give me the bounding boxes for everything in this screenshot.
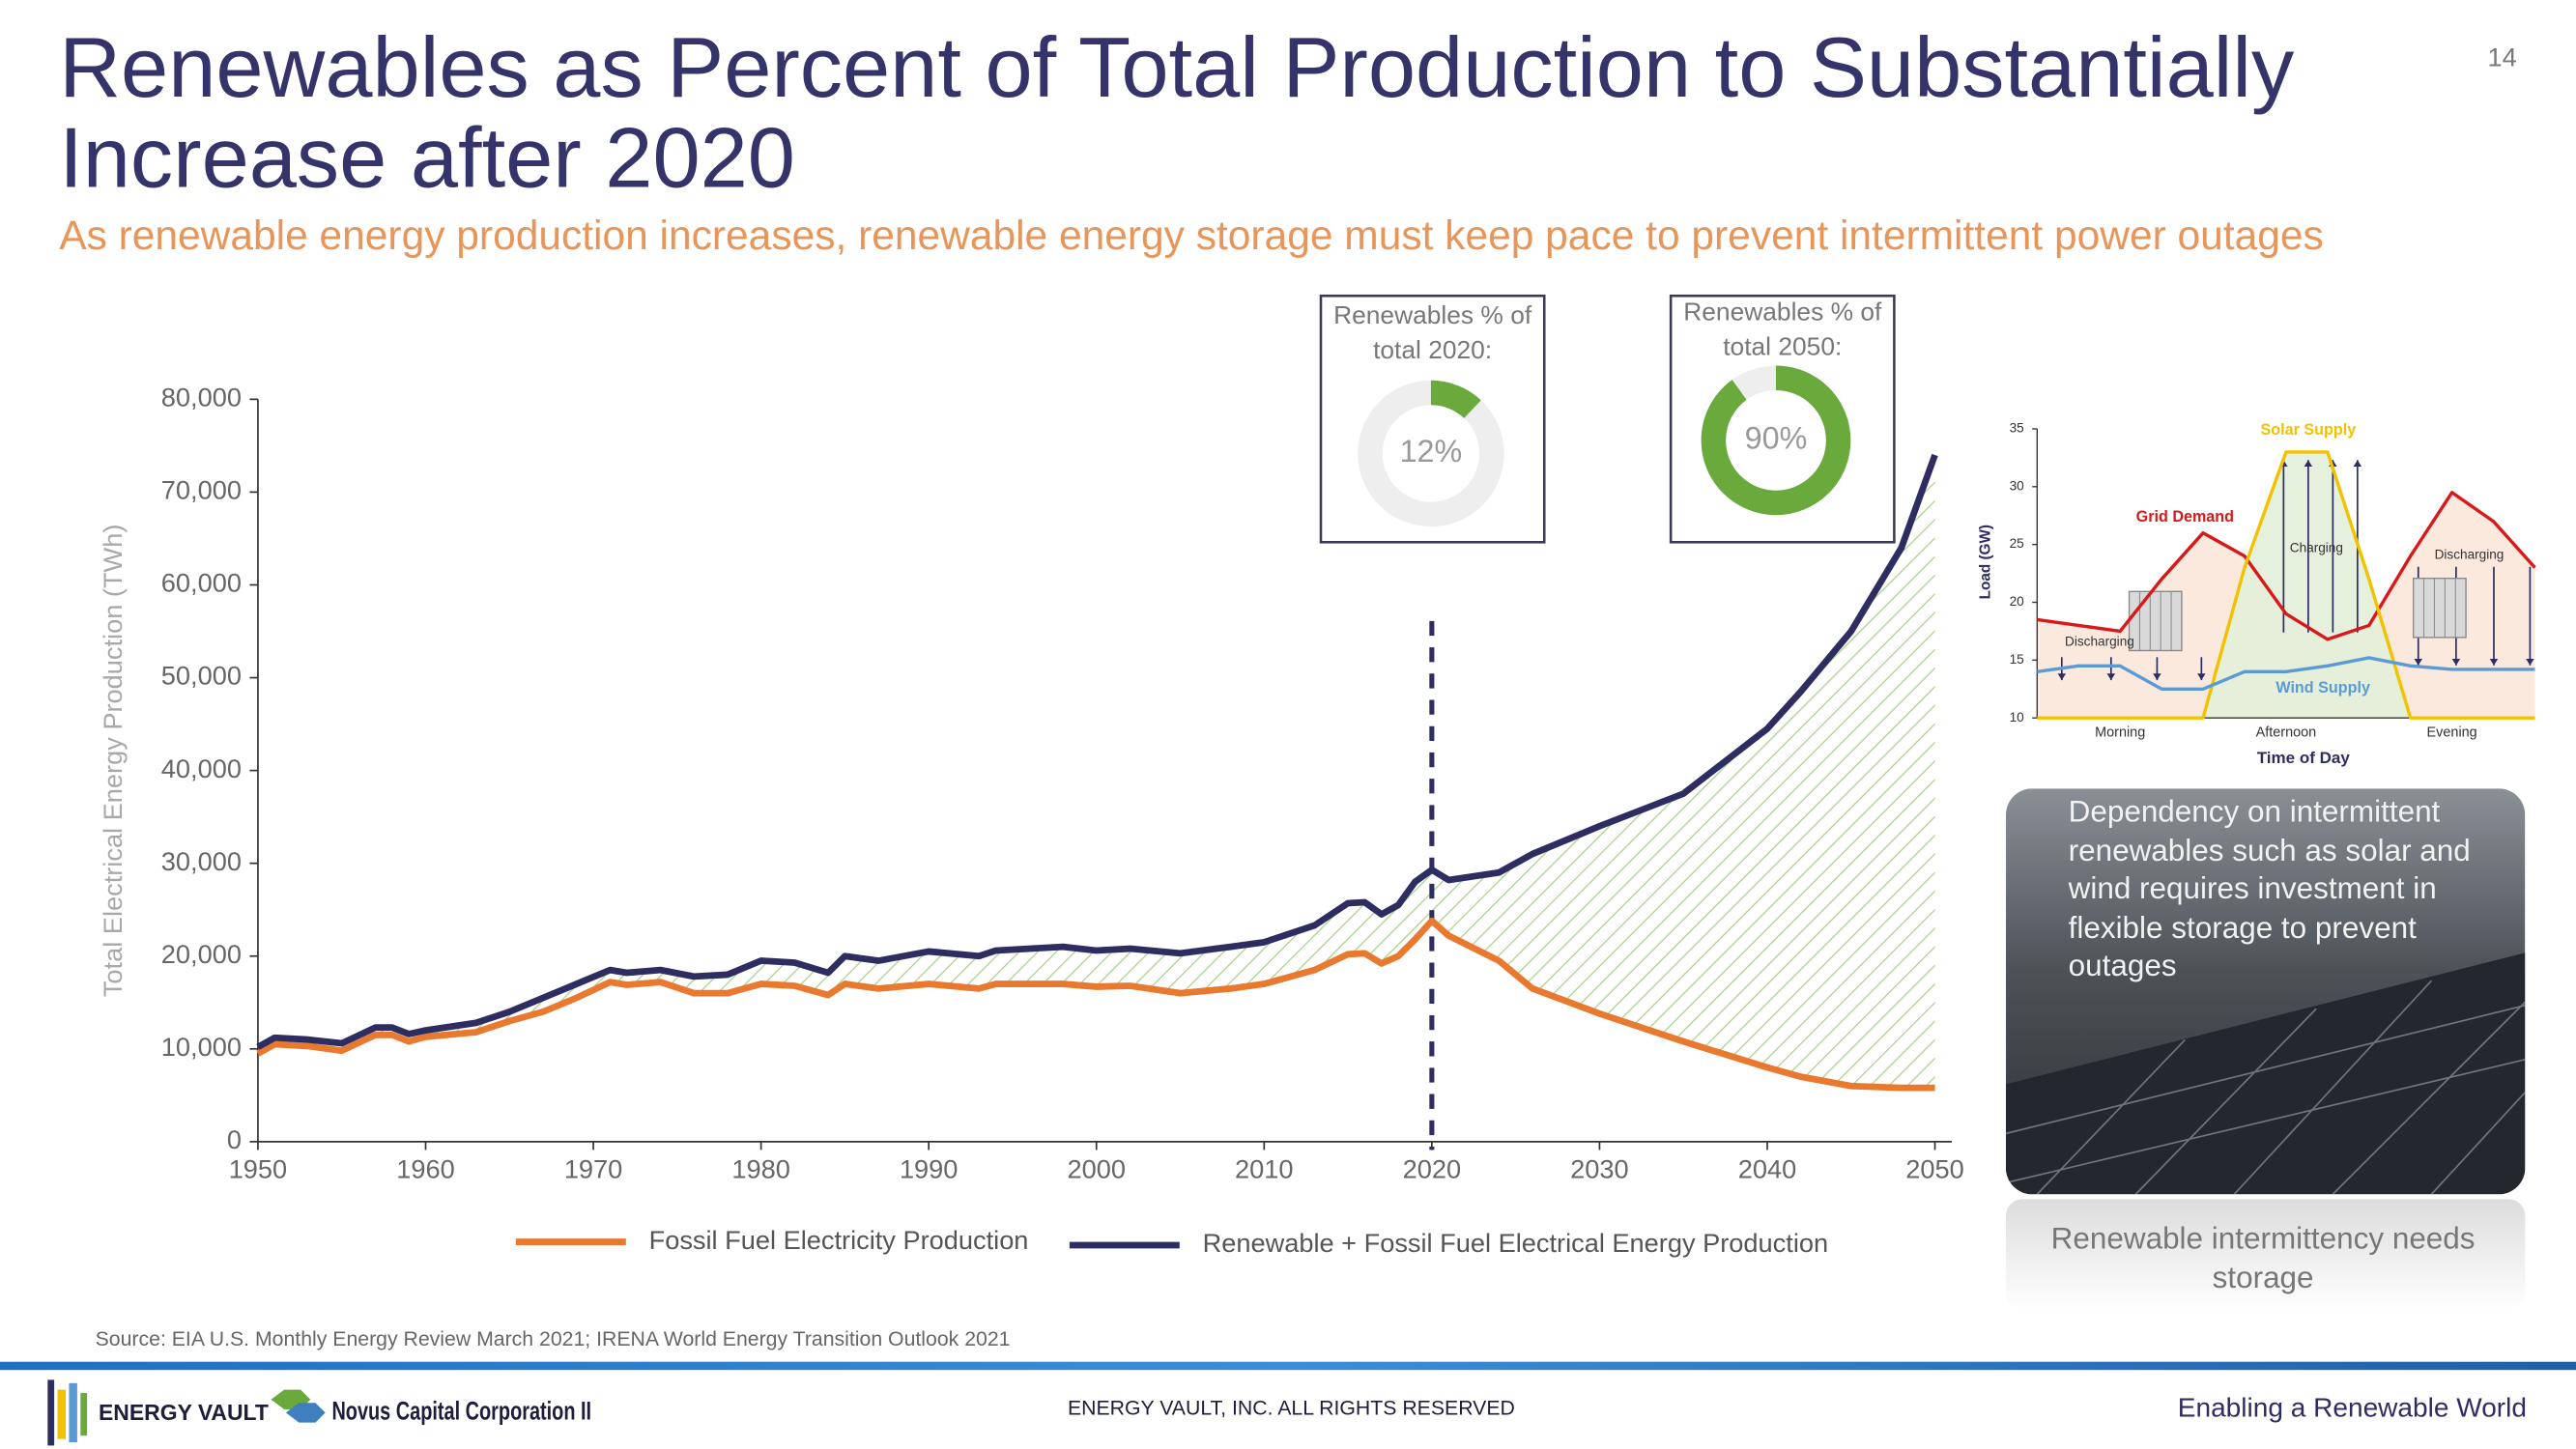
flow-arrowhead (2526, 658, 2534, 666)
y-tick-label: 40,000 (161, 753, 242, 783)
inset-x-tick-label: Evening (2427, 724, 2477, 740)
y-tick-label: 50,000 (161, 661, 242, 691)
x-tick-label: 1960 (396, 1154, 454, 1184)
y-tick-label: 20,000 (161, 939, 242, 969)
inset-y-tick-label: 20 (2010, 594, 2025, 609)
inset-annotation: Discharging (2065, 635, 2134, 649)
tagline: Enabling a Renewable World (2178, 1392, 2527, 1422)
storage-icon (2128, 590, 2183, 652)
y-tick-label: 0 (227, 1124, 242, 1154)
x-tick-label: 2010 (1235, 1154, 1293, 1184)
y-tick-label: 10,000 (161, 1032, 242, 1062)
storage-icon (2412, 577, 2467, 639)
x-tick-label: 1970 (564, 1154, 622, 1184)
card-text-box: Dependency on intermittent renewables su… (2068, 793, 2471, 982)
card-reflection (2006, 1199, 2526, 1311)
subtitle: As renewable energy production increases… (59, 213, 2324, 259)
inset-y-tick-label: 30 (2010, 478, 2025, 493)
kpi-box (1319, 294, 1546, 544)
kpi-donuts: 12% 90% (1358, 365, 1851, 527)
inset-y-tick-label: 35 (2010, 421, 2024, 436)
inset-y-tick-label: 15 (2010, 652, 2024, 667)
x-tick-label: 2050 (1905, 1154, 1963, 1184)
card-caption: Renewable intermittency needs storage (2050, 1220, 2476, 1294)
inset-series-label: Grid Demand (2136, 508, 2234, 526)
donut-arc (1701, 365, 1851, 516)
inset-x-tick-label: Afternoon (2256, 724, 2317, 740)
main-chart: 0 10,000 20,000 30,000 40,000 50,000 60,000 70,… (161, 383, 1964, 1259)
series-line (256, 453, 1938, 1050)
inset-x-title: Time of Day (2257, 749, 2351, 767)
y-tick-label: 60,000 (161, 568, 242, 598)
series-line (256, 917, 1935, 1092)
title-line: Increase after 2020 (59, 110, 795, 206)
flow-arrowhead (2489, 658, 2499, 666)
legend-label: Fossil Fuel Electricity Production (649, 1225, 1029, 1255)
brand: ENERGY VAULT (99, 1400, 269, 1425)
inset-annotation: Discharging (2435, 547, 2504, 561)
y-tick-label: 30,000 (161, 846, 242, 876)
series-line (2037, 491, 2536, 641)
novus-logo (271, 1389, 326, 1423)
inset-chart: 10 15 20 25 30 35 Morning Afternoon Evening Grid … (2010, 421, 2536, 740)
flow-arrowhead (2197, 673, 2206, 681)
inset-y-title: Load (GW) (1978, 525, 1994, 599)
x-tick-label: 1980 (731, 1154, 789, 1184)
inset-x-tick-label: Morning (2095, 724, 2145, 740)
y-axis-title: Total Electrical Energy Production (TWh) (98, 525, 128, 998)
donut-arc (1358, 380, 1504, 527)
x-tick-label: 2040 (1738, 1154, 1796, 1184)
page-number: 14 (2488, 43, 2517, 72)
gap-hatch (257, 454, 1935, 1089)
inset-annotation: Charging (2290, 541, 2343, 555)
x-tick-label: 2000 (1068, 1154, 1126, 1184)
card-image (2006, 788, 2526, 1195)
caption-box: Renewable intermittency needs storage (2050, 1220, 2476, 1294)
inset-y-tick-label: 10 (2010, 710, 2025, 724)
rights: ENERGY VAULT, INC. ALL RIGHTS RESERVED (1068, 1397, 1515, 1420)
x-tick-label: 2030 (1570, 1154, 1628, 1184)
y-tick-label: 70,000 (161, 475, 242, 505)
donut-label: 90% (1745, 420, 1808, 455)
partner: Novus Capital Corporation II (331, 1396, 591, 1426)
flow-arrowhead (2414, 658, 2423, 666)
kpi-label-box: Renewables % of total 2020: (1333, 302, 1532, 365)
solar-panel (2006, 952, 2526, 1195)
donut-label: 12% (1400, 434, 1463, 469)
card-text: Dependency on intermittent renewables su… (2068, 793, 2471, 982)
x-tick-label: 1950 (229, 1154, 287, 1184)
kpi-label: Renewables % of total 2050: (1683, 298, 1882, 362)
inset-series-label: Solar Supply (2261, 421, 2357, 439)
energy-vault-logo (47, 1379, 88, 1446)
flow-arrowhead (2304, 460, 2313, 468)
footer-rule (0, 1361, 2576, 1371)
y-tick-label: 80,000 (161, 383, 242, 412)
x-tick-label: 2020 (1403, 1154, 1461, 1184)
demand-shade (2037, 492, 2535, 719)
kpi-label: Renewables % of total 2020: (1333, 302, 1532, 365)
series-line (2037, 450, 2535, 720)
title-line: Renewables as Percent of Total Productio… (59, 19, 2295, 115)
kpi-label-box: Renewables % of total 2050: (1683, 298, 1882, 362)
inset-y-tick-label: 25 (2010, 536, 2024, 551)
panel-grid (2006, 980, 2526, 1195)
series-line (2037, 656, 2535, 691)
flow-arrowhead (2106, 673, 2116, 681)
flow-arrowhead (2153, 673, 2161, 681)
flow-arrowhead (2353, 460, 2362, 468)
legend-label: Renewable + Fossil Fuel Electrical Energ… (1203, 1228, 1829, 1258)
inset-series-label: Wind Supply (2275, 679, 2370, 696)
source-note: Source: EIA U.S. Monthly Energy Review M… (96, 1327, 1011, 1350)
flow-arrowhead (2057, 673, 2067, 681)
solar-shade (2037, 451, 2535, 719)
x-tick-label: 1990 (900, 1154, 958, 1184)
flow-arrowhead (2451, 658, 2461, 666)
